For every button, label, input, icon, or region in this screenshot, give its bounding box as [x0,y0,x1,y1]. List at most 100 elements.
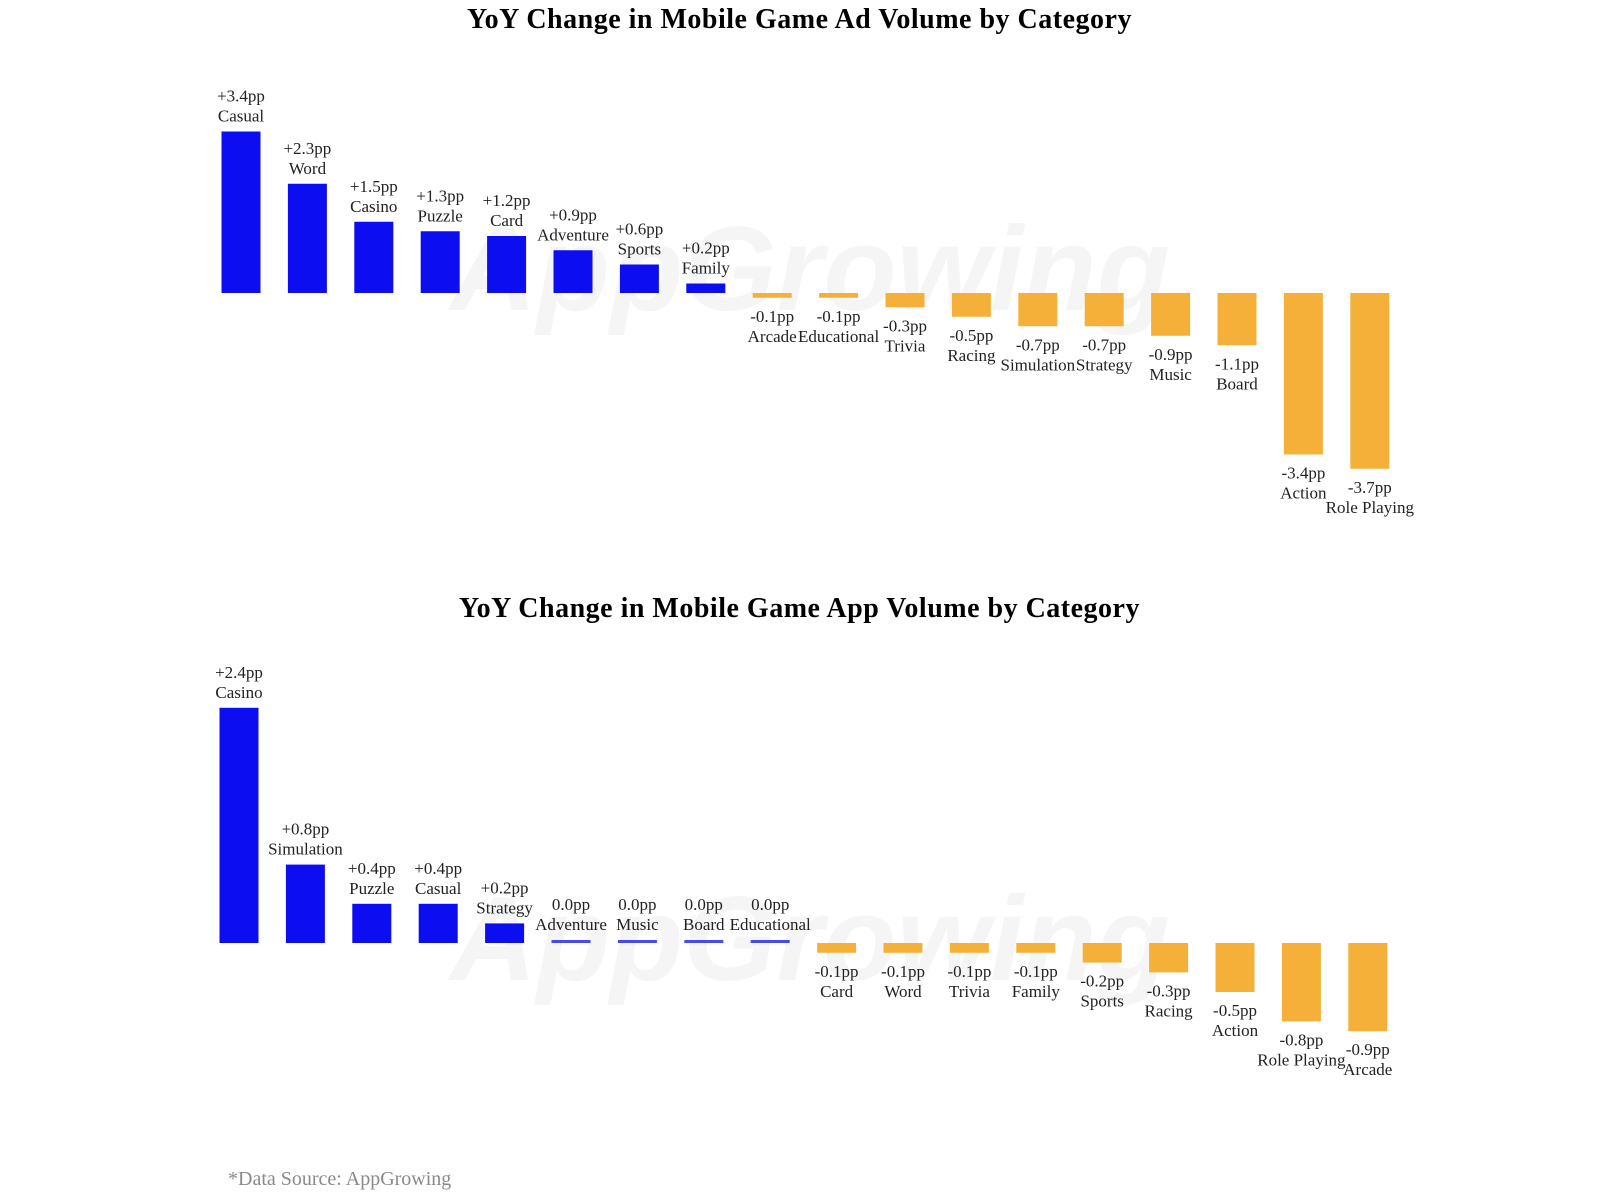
ad-value-label-music: -0.9pp [1149,345,1193,364]
ad-bar-sports [619,264,659,293]
ad-bar-word [287,183,327,293]
app-bar-music [617,940,657,943]
app-value-label-racing: -0.3pp [1147,981,1191,1000]
app-category-label-adventure: Adventure [535,915,607,934]
ad-bar-role-playing [1350,293,1390,469]
ad-value-label-board: -1.1pp [1215,354,1259,373]
app-category-label-role-playing: Role Playing [1257,1050,1346,1069]
ad-value-label-family: +0.2pp [682,239,730,258]
ad-value-label-trivia: -0.3pp [883,316,927,335]
ad-category-label-racing: Racing [947,346,996,365]
app-bar-family [1016,943,1056,953]
chart-title-ad-volume: YoY Change in Mobile Game Ad Volume by C… [467,4,1132,35]
app-bar-strategy [485,923,525,943]
app-category-label-racing: Racing [1145,1001,1194,1020]
ad-category-label-card: Card [490,211,524,230]
app-value-label-adventure: 0.0pp [552,895,590,914]
app-value-label-educational: 0.0pp [751,895,789,914]
ad-bar-casino [354,221,394,293]
ad-bar-simulation [1018,293,1058,327]
app-value-label-role-playing: -0.8pp [1279,1030,1323,1049]
app-bar-arcade [1348,943,1388,1032]
ad-value-label-casino: +1.5pp [350,177,398,196]
ad-category-label-arcade: Arcade [748,327,797,346]
app-bar-trivia [949,943,989,953]
ad-category-label-puzzle: Puzzle [418,206,463,225]
app-category-label-board: Board [683,915,725,934]
app-bar-educational [750,940,790,943]
app-value-label-simulation: +0.8pp [281,820,329,839]
ad-value-label-word: +2.3pp [283,139,331,158]
ad-category-label-casual: Casual [218,107,265,126]
app-category-label-educational: Educational [730,915,811,934]
ad-bar-card [487,236,527,293]
app-value-label-strategy: +0.2pp [481,878,529,897]
ad-category-label-strategy: Strategy [1076,355,1133,374]
ad-value-label-educational: -0.1pp [817,307,861,326]
ad-category-label-simulation: Simulation [1000,355,1075,374]
ad-bar-music [1151,293,1191,336]
app-category-label-card: Card [820,982,854,1001]
ad-bar-board [1217,293,1257,346]
data-source-note: *Data Source: AppGrowing [228,1168,452,1190]
app-category-label-family: Family [1012,982,1061,1001]
app-value-label-music: 0.0pp [618,895,656,914]
app-bar-card [817,943,857,953]
ad-value-label-racing: -0.5pp [949,326,993,345]
app-category-label-sports: Sports [1080,992,1123,1011]
ad-value-label-action: -3.4pp [1281,464,1325,483]
app-value-label-sports: -0.2pp [1080,972,1124,991]
app-bar-simulation [285,864,325,943]
app-bar-casino [219,707,259,943]
app-bar-sports [1082,943,1122,963]
ad-bar-racing [951,293,991,317]
app-category-label-casual: Casual [415,879,462,898]
app-value-label-card: -0.1pp [815,962,859,981]
ad-category-label-adventure: Adventure [537,225,609,244]
ad-category-label-family: Family [682,259,731,278]
ad-bar-strategy [1084,293,1124,327]
app-category-label-trivia: Trivia [949,982,990,1001]
ad-value-label-simulation: -0.7pp [1016,335,1060,354]
app-bar-puzzle [352,903,392,943]
app-bar-racing [1149,943,1189,973]
app-value-label-arcade: -0.9pp [1346,1040,1390,1059]
app-category-label-strategy: Strategy [476,898,533,917]
ad-value-label-card: +1.2pp [483,191,531,210]
ad-category-label-role-playing: Role Playing [1326,498,1415,517]
ad-value-label-strategy: -0.7pp [1082,335,1126,354]
app-bar-board [684,940,724,943]
ad-value-label-sports: +0.6pp [615,220,663,239]
app-category-label-word: Word [884,982,922,1001]
ad-category-label-action: Action [1280,484,1327,503]
chart-title-app-volume: YoY Change in Mobile Game App Volume by … [458,593,1140,624]
ad-value-label-role-playing: -3.7pp [1348,478,1392,497]
app-category-label-puzzle: Puzzle [349,879,394,898]
app-value-label-trivia: -0.1pp [947,962,991,981]
ad-value-label-adventure: +0.9pp [549,205,597,224]
ad-bar-educational [819,293,859,298]
app-value-label-word: -0.1pp [881,962,925,981]
app-category-label-arcade: Arcade [1343,1060,1392,1079]
ad-bar-action [1283,293,1323,455]
ad-category-label-word: Word [289,159,327,178]
ad-bar-casual [221,131,261,293]
ad-bar-adventure [553,250,593,293]
ad-category-label-music: Music [1149,365,1192,384]
app-category-label-music: Music [616,915,659,934]
app-category-label-action: Action [1212,1021,1259,1040]
ad-bar-puzzle [420,231,460,293]
ad-value-label-casual: +3.4pp [217,87,265,106]
app-bar-action [1215,943,1255,992]
app-value-label-family: -0.1pp [1014,962,1058,981]
app-category-label-simulation: Simulation [268,840,343,859]
app-bar-casual [418,903,458,943]
ad-bar-trivia [885,293,925,308]
app-value-label-puzzle: +0.4pp [348,859,396,878]
app-value-label-casino: +2.4pp [215,663,263,682]
ad-category-label-educational: Educational [798,327,879,346]
ad-category-label-board: Board [1216,374,1258,393]
app-bar-word [883,943,923,953]
app-value-label-board: 0.0pp [685,895,723,914]
